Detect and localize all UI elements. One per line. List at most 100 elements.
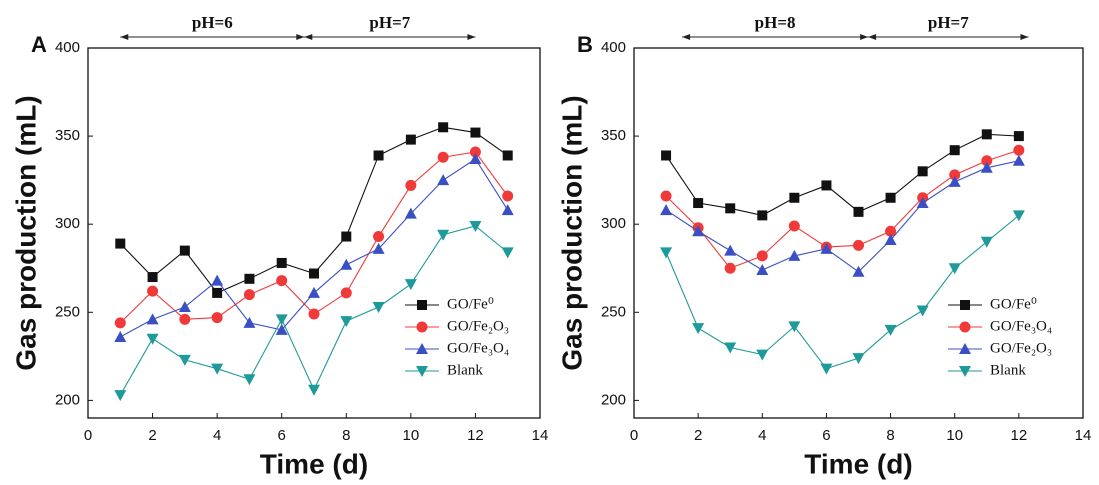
marker xyxy=(916,197,929,209)
legend-label: GO/Fe⁰ xyxy=(447,296,494,312)
marker xyxy=(438,122,449,133)
y-tick-label: 250 xyxy=(601,303,626,320)
marker xyxy=(948,175,961,187)
marker xyxy=(853,239,864,251)
arrow-head xyxy=(296,34,305,40)
legend-marker xyxy=(959,321,971,333)
marker xyxy=(692,323,705,335)
x-tick-label: 8 xyxy=(886,427,894,444)
marker xyxy=(980,161,993,173)
marker xyxy=(756,349,769,361)
series-line xyxy=(119,126,509,294)
marker xyxy=(948,263,961,275)
x-tick-label: 8 xyxy=(342,427,350,444)
marker xyxy=(470,127,481,138)
marker xyxy=(1013,144,1025,156)
marker xyxy=(820,363,833,375)
marker xyxy=(179,313,191,325)
plot-frame xyxy=(87,47,541,419)
series-line xyxy=(665,149,1020,269)
marker xyxy=(178,301,191,312)
marker xyxy=(756,250,768,262)
marker xyxy=(147,285,159,297)
legend-label: GO/Fe⁰ xyxy=(990,296,1037,312)
x-tick-label: 2 xyxy=(694,427,702,444)
marker xyxy=(243,316,256,328)
series-line xyxy=(665,133,1019,216)
marker xyxy=(756,264,769,275)
marker xyxy=(724,342,737,354)
marker xyxy=(853,206,864,217)
marker xyxy=(308,286,320,298)
marker xyxy=(981,155,993,167)
marker xyxy=(821,180,832,191)
marker xyxy=(372,242,385,254)
marker xyxy=(309,268,319,279)
marker xyxy=(660,204,673,216)
marker xyxy=(308,308,320,320)
marker xyxy=(275,314,288,326)
y-axis-title: Gas production (mL) xyxy=(556,95,587,370)
marker xyxy=(725,203,736,214)
marker xyxy=(980,236,993,248)
x-axis-title: Time (d) xyxy=(260,448,368,479)
arrow-head xyxy=(467,34,476,40)
marker xyxy=(179,245,190,256)
y-tick-label: 350 xyxy=(55,127,80,144)
panel-label: A xyxy=(31,32,47,57)
marker xyxy=(341,231,352,242)
legend-marker xyxy=(960,300,970,310)
marker xyxy=(501,204,514,216)
marker xyxy=(660,190,672,202)
x-tick-label: 4 xyxy=(213,427,221,444)
marker xyxy=(1012,210,1025,222)
marker xyxy=(211,312,223,324)
marker xyxy=(884,324,897,336)
marker xyxy=(757,210,768,221)
marker xyxy=(693,198,704,209)
marker xyxy=(404,279,417,291)
arrow-head xyxy=(860,34,869,40)
marker xyxy=(469,153,482,164)
marker xyxy=(660,247,673,259)
x-axis-title: Time (d) xyxy=(804,448,912,479)
marker xyxy=(724,262,736,274)
marker xyxy=(852,353,865,365)
marker xyxy=(373,150,384,161)
marker xyxy=(949,169,961,181)
panel-label: B xyxy=(577,32,593,57)
x-tick-label: 6 xyxy=(278,427,286,444)
marker xyxy=(885,225,897,237)
legend-marker xyxy=(416,343,428,354)
marker xyxy=(340,316,353,328)
marker xyxy=(437,229,450,241)
marker xyxy=(212,287,223,298)
marker xyxy=(114,390,127,402)
marker xyxy=(469,146,481,158)
y-tick-label: 200 xyxy=(601,391,626,408)
marker xyxy=(340,258,353,270)
y-tick-label: 400 xyxy=(55,39,80,56)
x-tick-label: 0 xyxy=(84,427,92,444)
legend-marker xyxy=(416,366,428,377)
marker xyxy=(147,272,158,283)
phase-label: pH=6 xyxy=(192,13,233,32)
marker xyxy=(243,289,255,301)
legend-label: Blank xyxy=(990,362,1026,378)
marker xyxy=(372,302,385,313)
x-tick-label: 10 xyxy=(946,427,963,444)
marker xyxy=(788,321,801,333)
y-axis-title: Gas production (mL) xyxy=(10,95,41,370)
marker xyxy=(502,190,514,202)
marker xyxy=(789,192,800,203)
marker xyxy=(115,238,126,249)
marker xyxy=(661,150,672,161)
marker xyxy=(852,265,865,277)
legend-label: GO/Fe₃O₄ xyxy=(447,340,509,356)
marker xyxy=(244,273,255,284)
y-tick-label: 300 xyxy=(601,215,626,232)
phase-label: pH=7 xyxy=(928,13,969,32)
y-tick-label: 400 xyxy=(601,39,626,56)
arrow-head xyxy=(1020,34,1029,40)
marker xyxy=(114,330,127,342)
